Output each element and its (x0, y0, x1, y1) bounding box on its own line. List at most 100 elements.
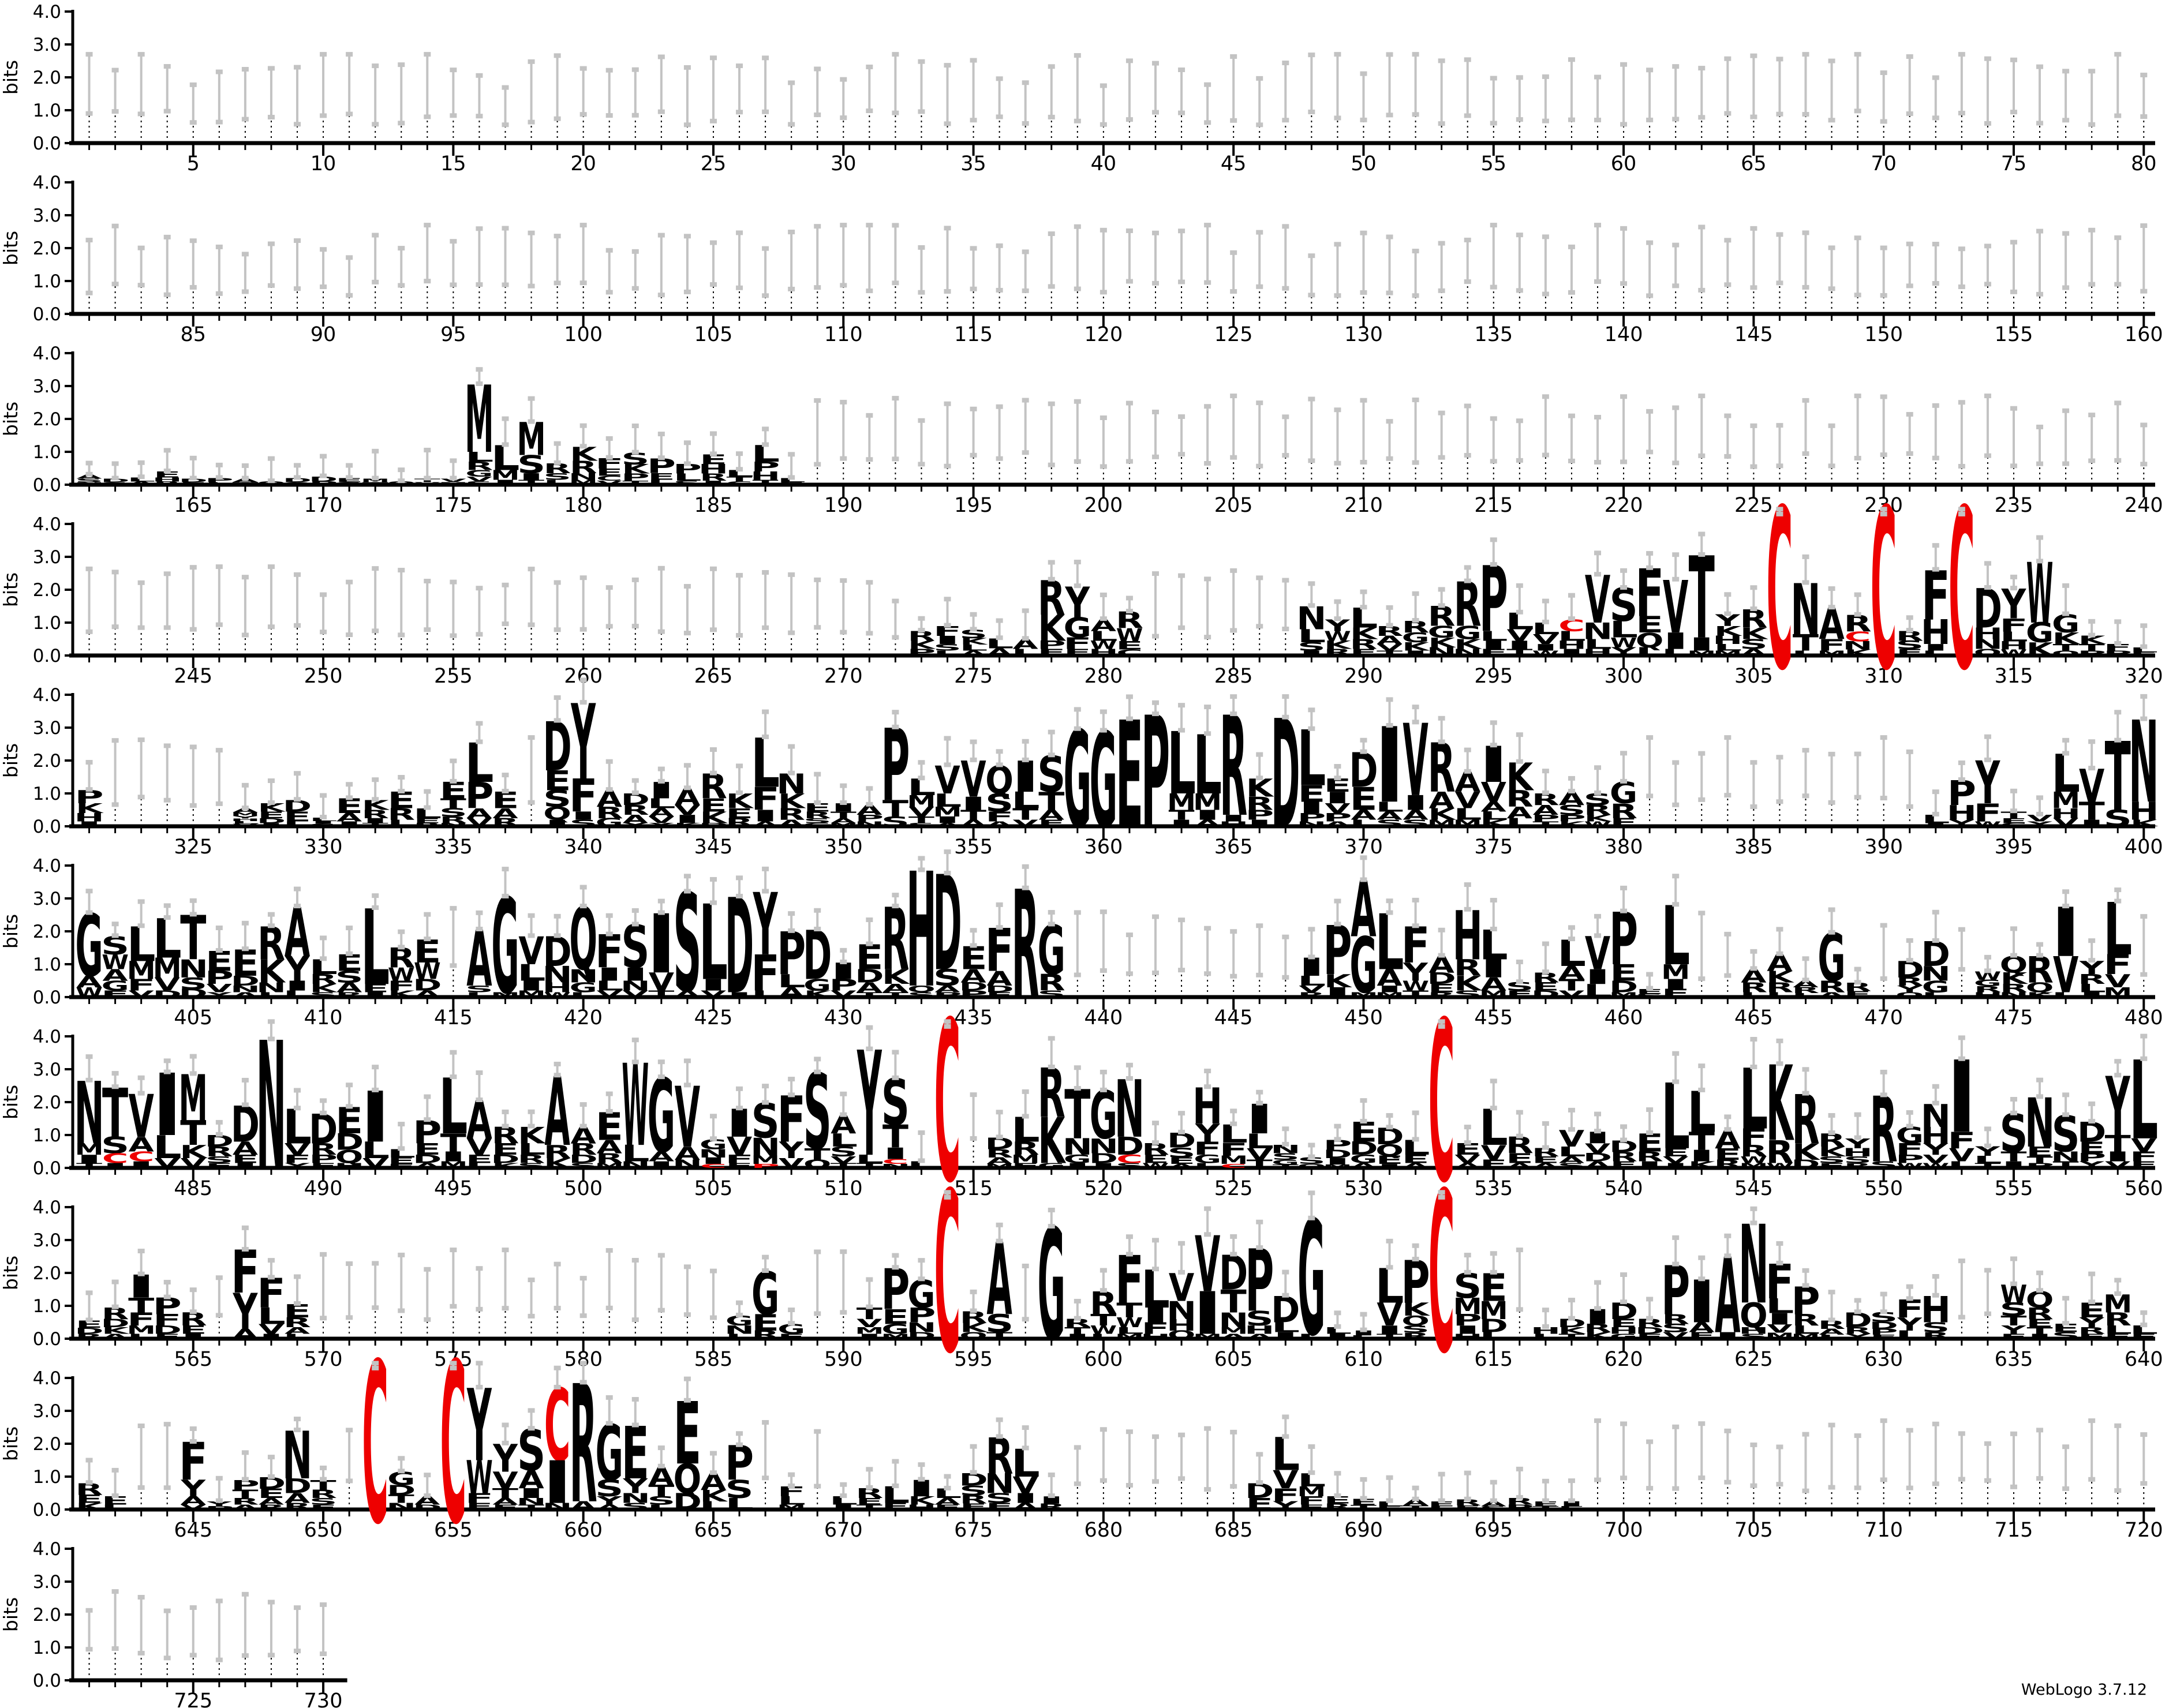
error-bar-cap (762, 1475, 769, 1480)
error-bar-cap (112, 1305, 119, 1309)
error-bar-cap (268, 66, 275, 70)
error-bar-cap (736, 1431, 743, 1436)
error-bar-cap (1412, 898, 1419, 902)
error-bar-cap (1958, 967, 1965, 972)
error-bar-cap (1932, 115, 1939, 120)
error-bar-cap (242, 1078, 249, 1083)
error-bar-cap (1568, 1108, 1575, 1113)
error-bar-cap (1750, 585, 1757, 590)
error-bar-cap (1776, 1061, 1783, 1066)
error-bar-cap (814, 462, 821, 467)
svg-text:S: S (335, 481, 364, 485)
logo-letter-E: E (1297, 1503, 1325, 1511)
error-bar-cap (580, 904, 587, 908)
error-bar-cap (1438, 455, 1445, 460)
error-bar-cap (320, 1651, 327, 1656)
error-bar-cap (1594, 933, 1601, 938)
error-bar-cap (2010, 58, 2017, 62)
error-bar-cap (138, 111, 145, 116)
logo-letter-E: E (881, 1501, 909, 1512)
logo-letter-R: R (726, 816, 753, 829)
error-bar-cap (944, 1474, 951, 1479)
error-bar-cap (1126, 1076, 1133, 1081)
error-bar-cap (138, 1424, 145, 1428)
error-bar-cap (1594, 223, 1601, 227)
error-bar-cap (502, 1441, 508, 1445)
logo-letter-A: A (934, 822, 960, 827)
error-bar-cap (1490, 416, 1497, 421)
logo-letter-V: V (414, 481, 440, 485)
error-bar-cap (502, 1306, 508, 1310)
logo-letter-A: A (1507, 1162, 1532, 1170)
logo-letter-A: A (1585, 1159, 1611, 1170)
error-bar-cap (892, 52, 899, 57)
logo-letter-E: E (1870, 1334, 1898, 1340)
error-bar-cap (528, 800, 535, 805)
error-bar-cap (1152, 281, 1159, 286)
error-bar-cap (112, 1280, 119, 1284)
error-bar-cap (1802, 285, 1809, 290)
error-bar-cap (424, 627, 431, 632)
error-bar-cap (268, 1275, 275, 1279)
logo-letter-V: V (466, 816, 492, 829)
error-bar-cap (476, 1070, 483, 1075)
logo-letter-E: E (465, 1501, 493, 1512)
error-bar-cap (2088, 69, 2095, 73)
error-bar-cap (1074, 910, 1081, 915)
y-tick-label: 4.0 (33, 1027, 61, 1047)
error-bar-cap (1828, 907, 1835, 912)
error-bar-cap (320, 474, 327, 478)
error-bar-cap (1100, 593, 1107, 597)
error-bar-cap (1958, 761, 1965, 765)
error-bar-cap (2036, 559, 2043, 563)
logo-letter-I: I (854, 1332, 885, 1340)
logo-letter-A: A (1819, 991, 1844, 999)
error-bar-cap (164, 743, 171, 748)
logo-letter-T: T (622, 480, 648, 486)
error-bar-cap (86, 472, 93, 477)
error-bar-cap (1828, 245, 1835, 250)
logo-letter-R: R (1297, 991, 1325, 999)
error-bar-cap (1230, 974, 1237, 979)
error-bar-cap (1126, 229, 1133, 233)
error-bar-cap (1048, 922, 1055, 926)
error-bar-cap (996, 404, 1003, 409)
error-bar-cap (398, 632, 405, 637)
logo-letter-E: E (2130, 1332, 2157, 1340)
error-bar-cap (1750, 966, 1757, 971)
error-bar-cap (1256, 400, 1263, 405)
error-bar-cap (1386, 911, 1393, 915)
error-bar-cap (1698, 115, 1705, 119)
error-bar-cap (1802, 793, 1809, 798)
logo-letter-D: D (699, 822, 728, 827)
error-bar-cap (216, 1476, 223, 1481)
error-bar-cap (1698, 66, 1705, 70)
error-bar-cap (2036, 121, 2043, 125)
svg-text:A: A (960, 649, 986, 657)
error-bar-cap (1490, 121, 1497, 125)
error-bar-cap (190, 1309, 197, 1314)
error-bar-cap (476, 1098, 483, 1102)
error-bar-cap (814, 66, 821, 71)
logo-letter-E: E (1349, 647, 1377, 658)
logo-letter-D: D (153, 989, 182, 999)
error-bar-cap (1750, 1443, 1757, 1447)
error-bar-cap (86, 238, 93, 242)
error-bar-cap (346, 1478, 353, 1483)
error-bar-cap (632, 578, 639, 582)
logo-letter-W: W (1584, 820, 1611, 828)
logo-letter-Q: Q (1895, 991, 1924, 999)
error-bar-cap (840, 77, 847, 82)
error-bar-cap (112, 738, 119, 743)
error-bar-cap (528, 623, 535, 627)
error-bar-cap (1594, 1129, 1601, 1133)
error-bar-cap (762, 426, 769, 431)
logo-letter-E: E (1480, 1158, 1508, 1171)
error-bar-cap (190, 627, 197, 632)
error-bar-cap (2114, 52, 2121, 57)
logo-letter-A: A (414, 1162, 440, 1170)
logo-letter-V: V (1663, 1330, 1689, 1340)
error-bar-cap (242, 1477, 249, 1482)
error-bar-cap (1672, 902, 1679, 907)
